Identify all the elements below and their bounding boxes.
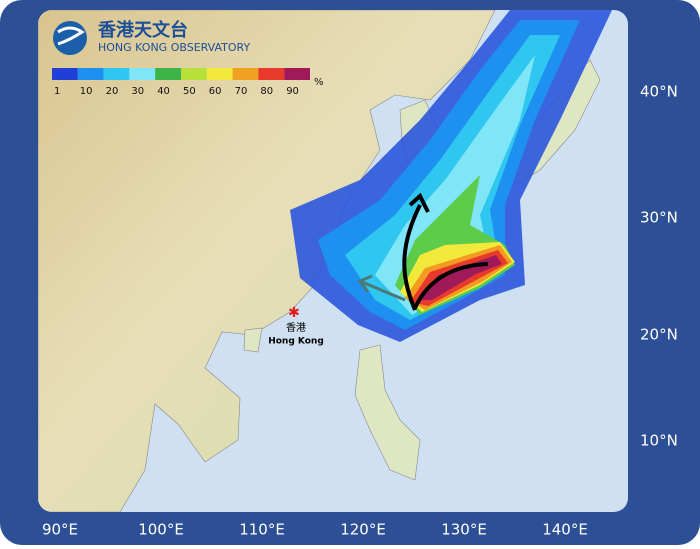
legend-swatch bbox=[181, 68, 207, 80]
legend-swatch bbox=[258, 68, 285, 80]
title-en: HONG KONG OBSERVATORY bbox=[98, 41, 250, 54]
lat-label: 40°N bbox=[640, 83, 678, 101]
mainland bbox=[38, 10, 496, 512]
legend-swatch bbox=[77, 68, 104, 80]
lon-label: 120°E bbox=[340, 521, 386, 539]
lat-label: 30°N bbox=[640, 209, 678, 227]
lon-label: 130°E bbox=[441, 521, 487, 539]
legend-swatch bbox=[284, 68, 310, 80]
legend-swatch bbox=[155, 68, 181, 80]
axes: 40°N 30°N 20°N 10°N 90°E 100°E 110°E 120°E 130°E… bbox=[42, 83, 678, 539]
legend-label: 30 bbox=[131, 86, 144, 97]
logo-swirl bbox=[57, 26, 85, 46]
legend-swatch bbox=[52, 68, 78, 80]
legend-label: 50 bbox=[183, 86, 196, 97]
legend-label: 80 bbox=[260, 86, 273, 97]
legend-label: 1 bbox=[54, 86, 60, 97]
legend: 1 10 20 30 40 50 60 70 80 90% bbox=[52, 68, 324, 97]
hk-marker: ✱ bbox=[288, 305, 300, 321]
legend-label: 60 bbox=[209, 86, 222, 97]
legend-label: 40 bbox=[157, 86, 170, 97]
legend-swatch bbox=[129, 68, 156, 80]
logo: 香港天文台 HONG KONG OBSERVATORY bbox=[53, 19, 250, 55]
place-zh: 香港 bbox=[286, 322, 306, 334]
lon-label: 140°E bbox=[542, 521, 588, 539]
lon-label: 100°E bbox=[138, 521, 184, 539]
hainan bbox=[243, 327, 263, 353]
legend-swatch bbox=[206, 68, 233, 80]
legend-unit: % bbox=[314, 77, 324, 88]
legend-label: 90 bbox=[286, 86, 299, 97]
legend-swatch bbox=[103, 68, 130, 80]
legend-label: 10 bbox=[80, 86, 93, 97]
track-arrow bbox=[402, 204, 422, 311]
lat-label: 10°N bbox=[640, 432, 678, 450]
map: ✱ 香港 Hong Kong 香港天文台 HONG KONG OBSERVATO… bbox=[38, 10, 628, 512]
lon-label: 90°E bbox=[42, 521, 78, 539]
alt-track bbox=[361, 280, 406, 302]
lon-label: 110°E bbox=[239, 521, 285, 539]
lat-label: 20°N bbox=[640, 326, 678, 344]
legend-swatch bbox=[232, 68, 259, 80]
track bbox=[413, 262, 489, 309]
title-zh: 香港天文台 bbox=[97, 19, 188, 41]
legend-label: 20 bbox=[106, 86, 119, 97]
place-en: Hong Kong bbox=[268, 337, 324, 347]
alt-arrowhead bbox=[357, 274, 373, 293]
arrowhead bbox=[408, 192, 430, 213]
philippines bbox=[354, 344, 421, 481]
legend-label: 70 bbox=[235, 86, 248, 97]
